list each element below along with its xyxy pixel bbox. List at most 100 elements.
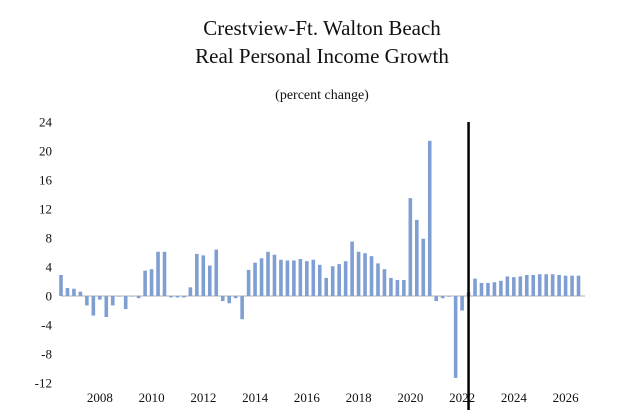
chart-subtitle: Real Personal Income Growth [195,44,449,68]
bar [65,288,70,296]
bar [195,253,199,296]
bar [505,276,510,296]
bar [253,262,257,296]
bar [85,296,89,306]
x-tick-label: 2016 [294,390,321,405]
y-tick-label: 0 [46,289,53,304]
y-tick-label: 16 [39,173,53,188]
y-tick-label: 8 [46,231,53,246]
bar [162,251,167,296]
y-axis: 24 20 16 12 8 4 0 -4 -8 -12 [35,115,53,391]
bar [512,277,516,296]
bar [175,296,180,298]
bar [492,282,497,296]
bar [330,266,335,296]
bar [78,291,83,296]
y-tick-label: -8 [41,347,52,362]
bar [130,296,134,297]
bar [563,275,568,296]
x-tick-label: 2022 [449,390,475,405]
y-tick-label: 24 [39,115,53,130]
bar [395,280,400,296]
bar [531,274,536,296]
bar [408,198,413,297]
bar [59,274,63,296]
bar [576,275,581,296]
y-tick-label: 12 [39,202,52,217]
y-tick-label: -4 [41,318,52,333]
bar [305,261,309,296]
bar [363,253,367,296]
bar [156,251,160,296]
bar [201,255,206,296]
bar [110,296,115,306]
bar [415,219,419,297]
bar [117,296,122,297]
bar [544,274,548,296]
bar [550,274,555,296]
bar [427,140,432,296]
bar [169,296,173,298]
bar [317,264,322,296]
bar [557,274,561,296]
bar [537,274,542,296]
y-tick-label: 20 [39,144,52,159]
bar [460,296,464,311]
bar [524,274,529,296]
x-axis: 2008 2010 2012 2014 2016 2018 2020 2022 2024 2026 [87,390,579,405]
bar [279,259,283,296]
bar [499,280,503,296]
x-tick-label: 2026 [553,390,580,405]
x-tick-label: 2018 [346,390,372,405]
bar [104,296,109,318]
bar [434,296,439,302]
bar [149,269,154,296]
x-tick-label: 2024 [501,390,528,405]
bar [259,258,264,296]
bar [473,278,477,296]
bar [272,254,277,296]
bar [389,277,393,297]
bar [518,276,523,296]
bar [356,251,361,296]
plot-area [59,122,585,410]
x-tick-label: 2008 [87,390,113,405]
bar [486,282,490,296]
bar [91,296,96,316]
x-tick-label: 2012 [190,390,216,405]
bar [479,282,484,296]
bar [382,269,387,296]
bar [123,296,128,310]
bar [421,238,426,296]
bar [285,260,290,296]
bar [136,296,141,299]
bar [447,296,451,297]
y-tick-label: -12 [35,376,52,391]
bar [220,296,225,302]
bar [311,259,316,296]
bar-series [59,140,581,378]
bar [214,249,219,296]
bar [292,260,296,296]
bar [227,296,231,304]
bar [298,259,303,296]
bar [440,296,445,299]
x-tick-label: 2020 [397,390,423,405]
bar [188,287,193,296]
bar [240,296,244,320]
bar [402,280,406,296]
bar [72,288,76,296]
chart-unit-note: (percent change) [275,88,369,103]
bar [266,251,270,296]
bar [350,241,354,297]
x-tick-label: 2014 [242,390,269,405]
bar [376,263,380,297]
bar [98,296,102,300]
bar [324,277,329,297]
bar [337,264,341,296]
y-tick-label: 4 [46,260,53,275]
bar [246,269,251,296]
bar [207,265,212,296]
bar [143,270,147,297]
